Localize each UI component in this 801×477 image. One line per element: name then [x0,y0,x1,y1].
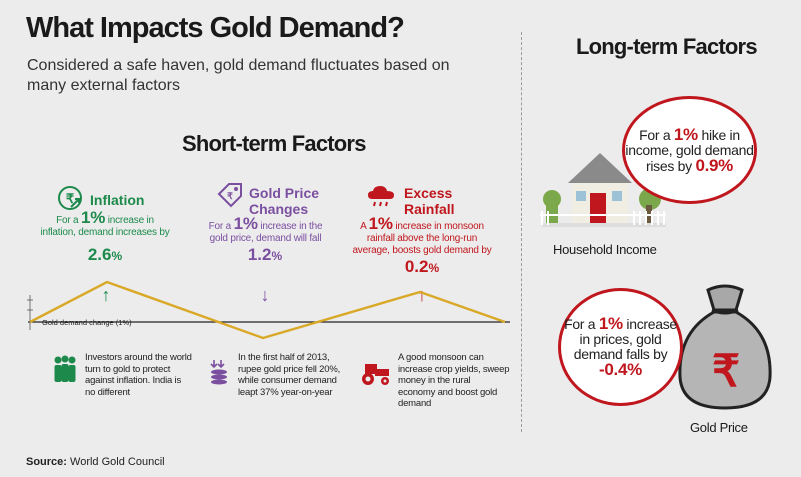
price-tag-icon: ₹ [217,183,242,208]
rupee-growth-icon: ₹ [58,186,82,210]
rainfall-up-arrow: ↑ [417,285,427,305]
page-title: What Impacts Gold Demand? [26,12,405,44]
demand-change-line [27,280,510,340]
rainfall-description: A 1% increase in monsoon rainfall above … [352,214,492,256]
source-credit: Source: World Gold Council [26,456,165,468]
rainfall-heading: Excess Rainfall [404,185,455,217]
section-divider [521,32,522,432]
gold-price-note: In the first half of 2013, rupee gold pr… [238,352,341,398]
svg-text:₹: ₹ [66,191,75,206]
price-factor-circle: For a 1% increase in prices, gold demand… [558,288,683,406]
gold-demand-trend [29,280,506,340]
tractor-icon [362,364,389,385]
income-factor-circle: For a 1% hike in income, gold demand ris… [622,96,757,204]
inflation-value: 2.6% [87,245,123,264]
rain-cloud-icon [368,186,394,207]
household-income-label: Household Income [553,242,657,257]
money-bag-icon: ₹ [678,284,772,410]
gold-price-description: For a 1% increase in the gold price, dem… [208,214,323,244]
svg-text:₹: ₹ [712,347,740,396]
short-term-heading: Short-term Factors [182,131,366,156]
inflation-note: Investors around the world turn to gold … [85,352,192,398]
gold-price-value: 1.2% [247,245,283,264]
gold-price-down-arrow: ↓ [260,285,270,305]
inflation-description: For a 1% increase in inflation, demand i… [40,208,170,238]
price-factor-text: For a 1% increase in prices, gold demand… [564,314,677,379]
inflation-heading: Inflation [90,192,145,208]
svg-text:₹: ₹ [227,191,233,201]
people-icon [54,355,76,382]
inflation-up-arrow: ↑ [101,285,111,305]
coin-stack-down-icon [210,360,227,385]
rainfall-note: A good monsoon can increase crop yields,… [398,352,510,409]
income-factor-text: For a 1% hike in income, gold demand ris… [625,124,754,175]
house-icon [540,153,666,227]
gold-price-heading: Gold Price Changes [249,185,320,217]
gold-price-label: Gold Price [690,420,748,435]
chart-baseline-label: Gold demand change (1%) [42,318,132,327]
page-subtitle: Considered a safe haven, gold demand flu… [27,57,450,94]
rainfall-value: 0.2% [404,257,440,276]
long-term-heading: Long-term Factors [576,34,758,59]
